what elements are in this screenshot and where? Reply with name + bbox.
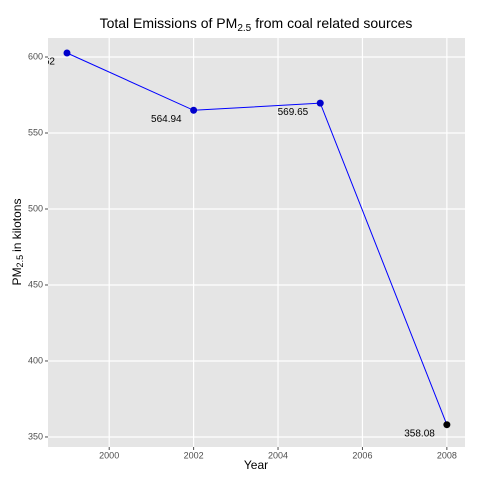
grid (45, 38, 465, 450)
point (443, 421, 451, 429)
point (316, 99, 324, 107)
data-label: 569.65 (278, 107, 309, 118)
title-part: Total Emissions of PM (100, 15, 238, 31)
x-tick-label: 2002 (184, 450, 204, 460)
y-tick-label: 350 (28, 431, 43, 441)
data-label: 602.62 (24, 57, 55, 68)
title-subscript: 2.5 (237, 23, 251, 34)
y-label-part: in kilotons (10, 199, 24, 252)
point (63, 49, 71, 57)
plot-area: 602.62 564.94 569.65 358.08 (24, 49, 451, 439)
x-tick-label: 2006 (352, 450, 372, 460)
x-tick-label: 2000 (99, 450, 119, 460)
line (66, 52, 448, 425)
panel (48, 38, 465, 447)
y-label-part: PM (10, 267, 24, 285)
y-tick-label: 450 (28, 279, 43, 289)
y-tick-label: 400 (28, 355, 43, 365)
chart-title: Total Emissions of PM2.5 from coal relate… (100, 15, 413, 34)
y-label-subscript: 2.5 (15, 255, 25, 268)
y-tick-label: 600 (28, 51, 43, 61)
point (190, 106, 198, 114)
x-tick-label: 2008 (437, 450, 457, 460)
title-part: from coal related sources (255, 15, 412, 31)
x-tick-label: 2004 (268, 450, 288, 460)
y-axis-label: PM2.5 in kilotons (10, 199, 25, 286)
y-tick-label: 550 (28, 127, 43, 137)
data-label: 358.08 (404, 428, 435, 439)
y-tick-label: 500 (28, 203, 43, 213)
data-label: 564.94 (151, 114, 182, 125)
x-axis-label: Year (244, 458, 268, 472)
